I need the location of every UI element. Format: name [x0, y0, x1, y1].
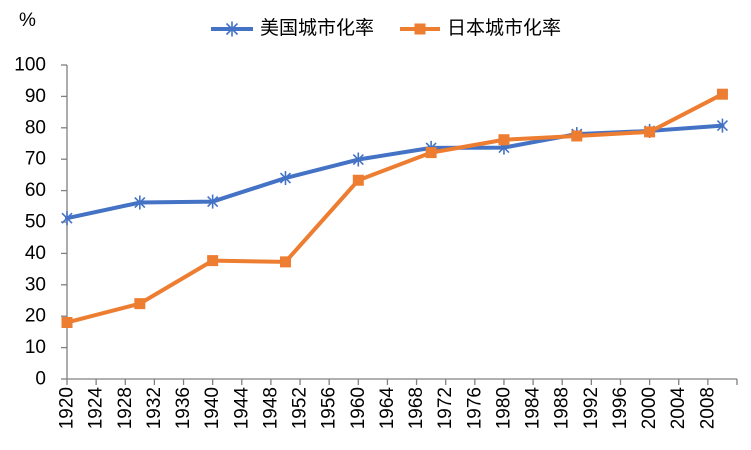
x-axis-tick-label: 1972	[435, 387, 456, 429]
y-axis-tick-label: 10	[25, 337, 46, 358]
data-marker-asterisk	[207, 196, 219, 208]
data-marker-asterisk	[134, 196, 146, 209]
x-axis-tick-label: 1928	[115, 387, 136, 429]
legend-item-japan: 日本城市化率	[399, 19, 561, 38]
data-marker-square	[571, 130, 583, 142]
y-axis-tick-label: 70	[25, 149, 46, 170]
y-axis-tick-label: 60	[25, 180, 46, 201]
y-axis-tick-label: 100	[14, 55, 46, 76]
data-marker-asterisk	[61, 212, 73, 224]
x-axis-tick-label: 1944	[231, 387, 252, 430]
data-marker-square	[644, 126, 656, 138]
x-axis-tick-label: 1940	[202, 387, 223, 429]
x-axis-tick-label: 1956	[319, 387, 340, 429]
x-axis-tick-label: 1976	[464, 387, 485, 429]
y-axis-tick-label: 0	[35, 369, 46, 390]
x-axis-tick-label: 1964	[377, 387, 398, 430]
x-axis-tick-label: 1992	[581, 387, 602, 429]
y-axis-tick-label: 40	[25, 243, 46, 264]
y-axis-tick-label: 90	[25, 86, 46, 107]
x-axis-tick-label: 2004	[668, 387, 689, 430]
y-axis-tick-label: 80	[25, 117, 46, 138]
japan-series-square-line-icon	[400, 23, 441, 34]
legend-label-us: 美国城市化率	[260, 18, 375, 39]
data-marker-asterisk	[716, 120, 729, 132]
data-marker-square	[61, 316, 73, 328]
data-marker-square	[134, 298, 146, 310]
x-axis-tick-label: 1952	[290, 387, 311, 429]
data-marker-square	[716, 88, 728, 100]
x-axis-tick-label: 2008	[697, 387, 718, 429]
x-axis-tick-label: 1936	[173, 387, 194, 429]
x-axis-tick-label: 1996	[610, 387, 631, 429]
x-axis-tick-label: 1932	[144, 387, 165, 429]
legend: 美国城市化率 日本城市化率	[210, 19, 561, 38]
y-axis-unit-label: %	[19, 10, 36, 31]
data-marker-asterisk	[279, 172, 292, 184]
data-marker-square	[207, 255, 219, 267]
x-axis-tick-label: 1988	[552, 387, 573, 429]
y-axis-tick-label: 30	[25, 274, 46, 295]
x-axis-tick-label: 1960	[348, 387, 369, 429]
x-axis-tick-label: 1980	[493, 387, 514, 429]
series-line-0	[65, 123, 725, 221]
us-series-asterisk-line-icon	[211, 21, 253, 36]
data-marker-asterisk	[352, 153, 364, 166]
x-axis-tick-label: 1920	[57, 387, 78, 429]
series-line-1	[65, 92, 725, 325]
x-axis-tick-label: 1968	[406, 387, 427, 429]
data-marker-square	[425, 147, 437, 159]
y-axis-tick-label: 20	[25, 306, 46, 327]
x-axis-tick-label: 1984	[523, 387, 544, 430]
data-marker-square	[279, 256, 291, 268]
legend-label-japan: 日本城市化率	[447, 18, 562, 39]
x-axis-tick-label: 1948	[260, 387, 281, 429]
data-marker-square	[352, 174, 364, 186]
data-marker-square	[498, 134, 510, 146]
legend-item-us: 美国城市化率	[210, 19, 374, 38]
x-axis-tick-label: 1924	[86, 387, 107, 430]
y-axis-tick-label: 50	[25, 212, 46, 233]
x-axis-tick-label: 2000	[639, 387, 660, 429]
